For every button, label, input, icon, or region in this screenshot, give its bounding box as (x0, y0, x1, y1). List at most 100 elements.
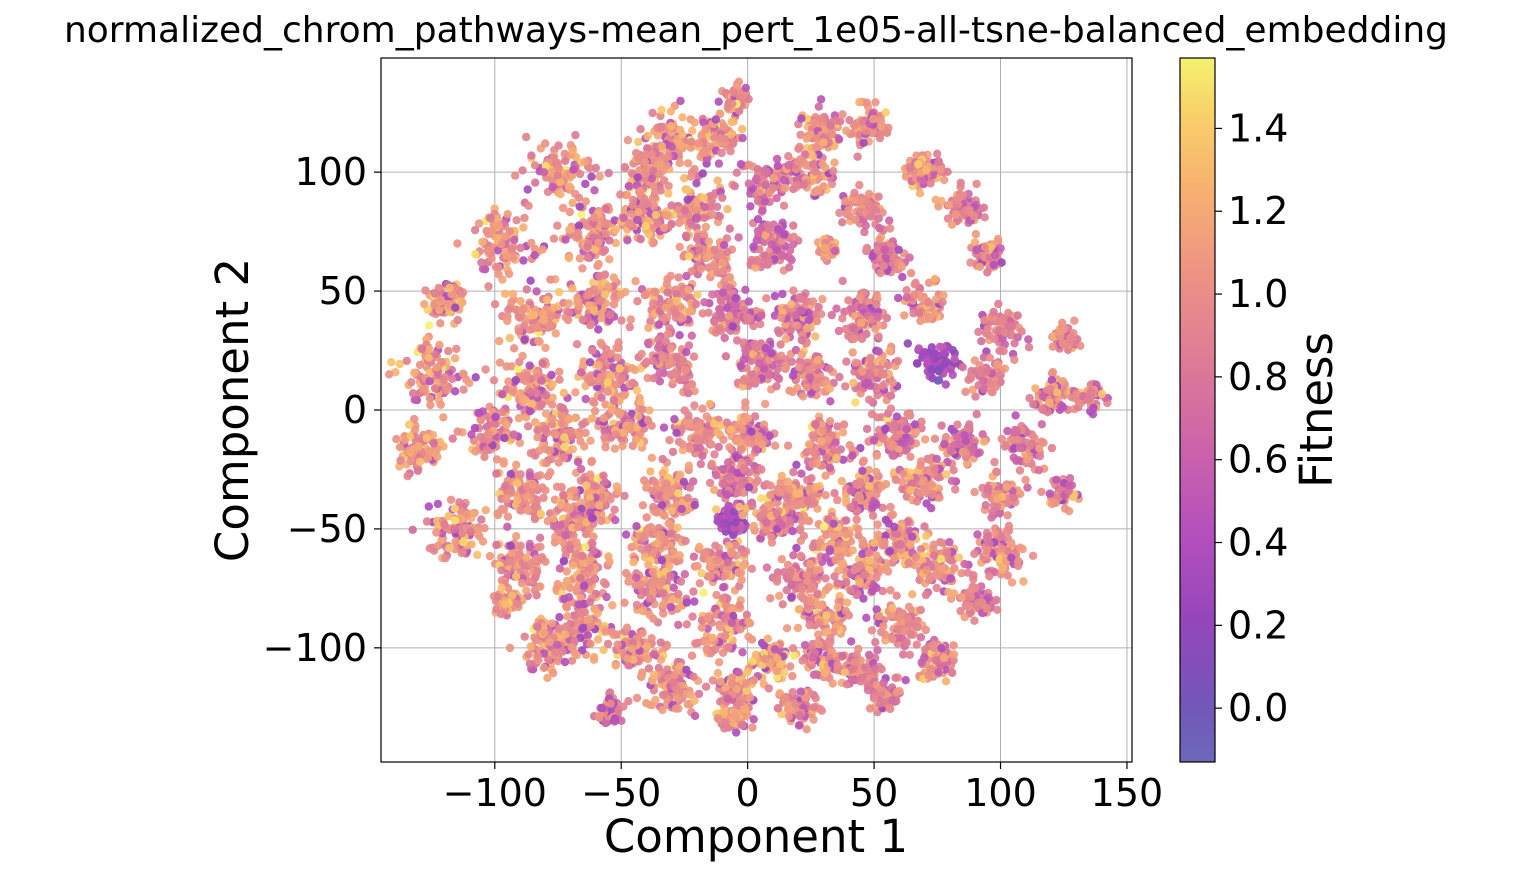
data-point (721, 352, 731, 361)
data-point (755, 188, 764, 197)
data-point (561, 235, 570, 244)
data-point (736, 361, 745, 370)
data-point (905, 164, 915, 173)
data-point (503, 210, 512, 219)
data-point (789, 286, 798, 295)
data-point (640, 476, 649, 485)
data-point (486, 214, 495, 223)
data-point (940, 440, 949, 449)
data-point (881, 108, 890, 117)
data-point (999, 314, 1008, 323)
data-point (797, 114, 806, 123)
data-point (590, 398, 599, 407)
data-point (838, 110, 847, 119)
data-point (675, 125, 685, 135)
data-point (726, 147, 735, 156)
data-point (855, 98, 864, 107)
data-point (500, 232, 510, 241)
data-point (558, 203, 568, 213)
data-point (871, 324, 880, 333)
data-point (606, 495, 615, 504)
data-point (654, 320, 664, 329)
data-point (649, 374, 658, 383)
data-point (1059, 325, 1069, 334)
data-point (715, 134, 725, 143)
data-point (666, 107, 676, 116)
data-point (640, 290, 649, 300)
data-point (784, 152, 793, 161)
data-point (675, 242, 684, 252)
data-point (684, 252, 694, 261)
data-point (841, 197, 850, 206)
data-point (855, 293, 865, 302)
data-point (834, 135, 844, 144)
data-point (809, 160, 818, 169)
data-point (625, 219, 634, 229)
data-point (439, 413, 448, 422)
data-point (548, 182, 557, 192)
data-point (563, 415, 573, 424)
data-point (897, 262, 907, 272)
data-point (816, 95, 826, 104)
data-point (453, 315, 462, 325)
data-point (634, 153, 643, 162)
data-point (541, 390, 551, 400)
data-point (885, 346, 894, 356)
data-point (877, 121, 886, 130)
data-point (690, 387, 699, 396)
data-point (484, 429, 493, 438)
data-point (642, 199, 652, 208)
data-point (813, 185, 823, 194)
data-point (601, 219, 610, 228)
data-point (514, 414, 524, 423)
data-point (564, 299, 573, 308)
data-point (648, 166, 657, 175)
data-point (439, 375, 448, 384)
data-point (638, 501, 648, 510)
data-point (683, 195, 692, 204)
data-point (866, 361, 875, 370)
data-point (537, 376, 546, 385)
data-point (709, 419, 719, 428)
data-point (636, 125, 645, 134)
data-point (1047, 443, 1057, 453)
data-point (590, 213, 599, 222)
data-point (911, 427, 921, 437)
data-point (836, 445, 845, 454)
data-point (690, 401, 699, 410)
data-point (710, 485, 719, 495)
data-point (600, 290, 610, 299)
data-point (871, 206, 881, 215)
data-point (701, 125, 710, 134)
data-point (547, 414, 556, 423)
data-point (797, 336, 806, 345)
data-point (526, 311, 535, 320)
data-point (450, 354, 460, 363)
data-point (478, 264, 488, 274)
data-point (583, 375, 593, 384)
data-point (877, 482, 887, 491)
data-point (772, 382, 781, 391)
data-point (432, 363, 441, 372)
data-point (979, 384, 989, 394)
data-point (678, 440, 687, 449)
data-point (541, 343, 550, 353)
data-point (575, 254, 585, 263)
data-point (436, 295, 445, 304)
data-point (651, 287, 660, 297)
data-point (565, 207, 574, 217)
data-point (495, 336, 504, 346)
data-point (589, 285, 599, 294)
data-point (525, 471, 535, 481)
data-point (687, 331, 696, 340)
data-point (621, 163, 630, 173)
data-point (435, 306, 444, 315)
data-point (898, 272, 907, 282)
data-point (474, 219, 484, 228)
data-point (931, 195, 940, 204)
data-point (873, 312, 882, 321)
data-point (710, 245, 719, 255)
data-point (947, 220, 957, 229)
data-point (633, 215, 642, 225)
data-point (794, 363, 804, 372)
